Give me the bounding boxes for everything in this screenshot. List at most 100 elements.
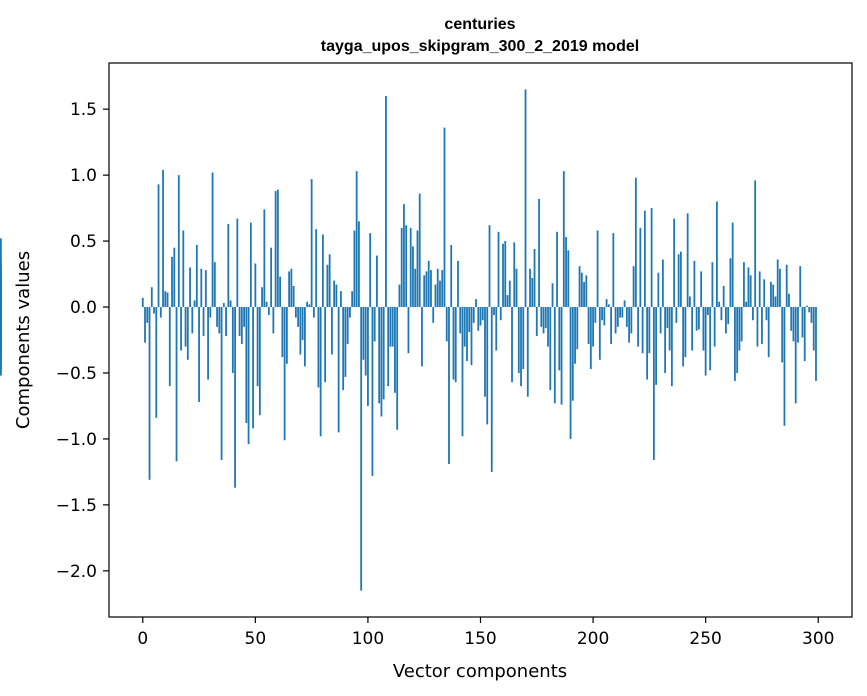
bar-0 — [141, 297, 144, 308]
bar-59 — [274, 190, 277, 308]
bar-230 — [659, 307, 662, 334]
bar-170 — [524, 89, 527, 308]
bar-123 — [418, 193, 421, 308]
bar-89 — [342, 307, 345, 391]
bar-5 — [153, 307, 155, 314]
bar-19 — [184, 307, 187, 347]
bar-214 — [623, 300, 626, 308]
bar-266 — [740, 307, 743, 342]
bar-198 — [587, 307, 590, 344]
bar-65 — [288, 271, 291, 308]
bar-286 — [785, 264, 788, 308]
bar-22 — [191, 307, 194, 334]
bar-263 — [734, 307, 736, 381]
bar-30 — [209, 307, 212, 318]
bar-57 — [270, 247, 273, 308]
bar-176 — [538, 198, 540, 308]
bar-206 — [605, 299, 608, 308]
bar-212 — [619, 307, 621, 318]
bar-236 — [673, 218, 676, 308]
bar-229 — [657, 272, 660, 308]
bar-237 — [675, 307, 678, 323]
bar-224 — [646, 307, 649, 380]
y-axis-label: Components values — [13, 251, 34, 429]
bar-55 — [265, 301, 268, 308]
bar-160 — [502, 243, 504, 308]
bar-194 — [578, 266, 581, 308]
bar-34 — [218, 307, 221, 334]
bar-133 — [441, 270, 444, 308]
bar-2 — [146, 307, 149, 323]
bar-187 — [562, 171, 565, 308]
bar-217 — [630, 307, 633, 334]
bar-182 — [551, 283, 554, 308]
bar-289 — [792, 307, 795, 342]
bar-116 — [403, 204, 405, 308]
bar-131 — [436, 268, 439, 308]
bar-62 — [281, 307, 284, 358]
bar-255 — [716, 201, 718, 308]
bar-80 — [321, 234, 324, 308]
bar-281 — [774, 296, 777, 308]
bar-218 — [632, 266, 635, 308]
bar-136 — [448, 307, 450, 464]
bar-117 — [405, 225, 408, 308]
bar-120 — [412, 246, 414, 308]
bar-294 — [803, 307, 806, 362]
bar-245 — [693, 260, 696, 308]
bar-6 — [155, 307, 158, 418]
bar-241 — [684, 307, 687, 358]
bar-196 — [583, 281, 585, 308]
bar-85 — [333, 280, 336, 308]
x-axis-label: Vector components — [393, 661, 567, 682]
bar-174 — [533, 248, 536, 308]
bar-97 — [360, 307, 363, 591]
bar-125 — [423, 275, 426, 308]
bar-278 — [767, 307, 770, 358]
bar-232 — [664, 307, 667, 373]
bar-191 — [571, 307, 574, 401]
bar-129 — [432, 307, 435, 323]
bar-246 — [695, 307, 698, 331]
bar-152 — [484, 307, 486, 397]
bar-164 — [511, 307, 513, 383]
bar-83 — [328, 254, 331, 308]
bar-213 — [621, 307, 624, 318]
bar-276 — [763, 279, 766, 308]
bar-60 — [276, 189, 279, 308]
bar-18 — [182, 230, 185, 308]
chart-subtitle: tayga_upos_skipgram_300_2_2019 model — [321, 38, 639, 55]
bar-44 — [240, 307, 243, 344]
bar-216 — [628, 307, 630, 343]
bar-210 — [614, 307, 617, 334]
bar-148 — [475, 299, 477, 308]
bar-107 — [382, 307, 385, 400]
bar-46 — [245, 307, 248, 424]
bar-69 — [297, 307, 300, 327]
bar-17 — [180, 307, 182, 351]
bar-118 — [407, 307, 410, 354]
bar-112 — [394, 307, 396, 393]
bar-150 — [479, 307, 482, 326]
bar-189 — [567, 250, 570, 308]
bar-undefined — [0, 296, 2, 308]
bar-48 — [249, 222, 252, 308]
bar-242 — [686, 213, 689, 308]
bar-145 — [468, 307, 471, 333]
bar-275 — [761, 307, 763, 344]
bar-90 — [344, 307, 347, 377]
bar-297 — [810, 307, 813, 323]
bar-79 — [319, 307, 322, 437]
bar-96 — [358, 221, 360, 308]
bar-84 — [331, 307, 333, 355]
bar-92 — [349, 307, 351, 318]
bar-49 — [252, 307, 254, 429]
bar-208 — [610, 307, 612, 344]
bar-106 — [380, 307, 383, 417]
bar-91 — [346, 307, 349, 344]
bar-243 — [688, 296, 691, 308]
bar-103 — [373, 307, 376, 342]
bar-26 — [200, 268, 203, 308]
bar-77 — [315, 229, 318, 308]
